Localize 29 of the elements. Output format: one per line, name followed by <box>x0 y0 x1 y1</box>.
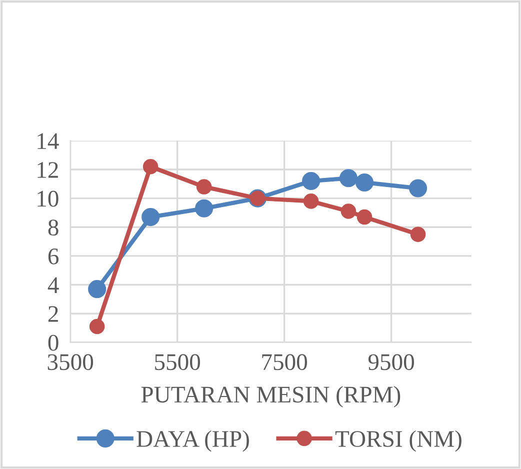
x-tick-label: 3500 <box>48 354 94 370</box>
x-tick-label: 9500 <box>368 354 414 370</box>
legend-label: TORSI (NM) <box>335 430 462 452</box>
y-tick-label: 14 <box>38 133 59 149</box>
y-tick-label: 12 <box>38 162 58 178</box>
point <box>339 169 358 188</box>
x-tick-label: 7500 <box>262 354 308 370</box>
y-tick-label: 8 <box>48 220 58 236</box>
point <box>408 179 428 198</box>
point <box>356 173 374 192</box>
point <box>195 199 214 218</box>
x-tick-label: 5500 <box>155 354 200 370</box>
y-tick-label: 4 <box>48 277 59 293</box>
point <box>340 204 356 219</box>
point <box>142 158 158 174</box>
x-axis-title: PUTARAN MESIN (RPM) <box>141 386 400 408</box>
y-tick-label: 6 <box>48 248 59 264</box>
y-tick-label: 0 <box>48 334 58 351</box>
y-tick-label: 10 <box>38 190 58 207</box>
point <box>88 280 106 298</box>
y-tick-label: 2 <box>48 306 58 322</box>
point <box>196 179 212 194</box>
point <box>356 209 372 225</box>
point <box>303 194 319 209</box>
point <box>89 318 105 334</box>
legend-label: DAYA (HP) <box>136 430 249 452</box>
point <box>302 172 320 190</box>
point <box>142 208 160 226</box>
point <box>410 226 426 242</box>
